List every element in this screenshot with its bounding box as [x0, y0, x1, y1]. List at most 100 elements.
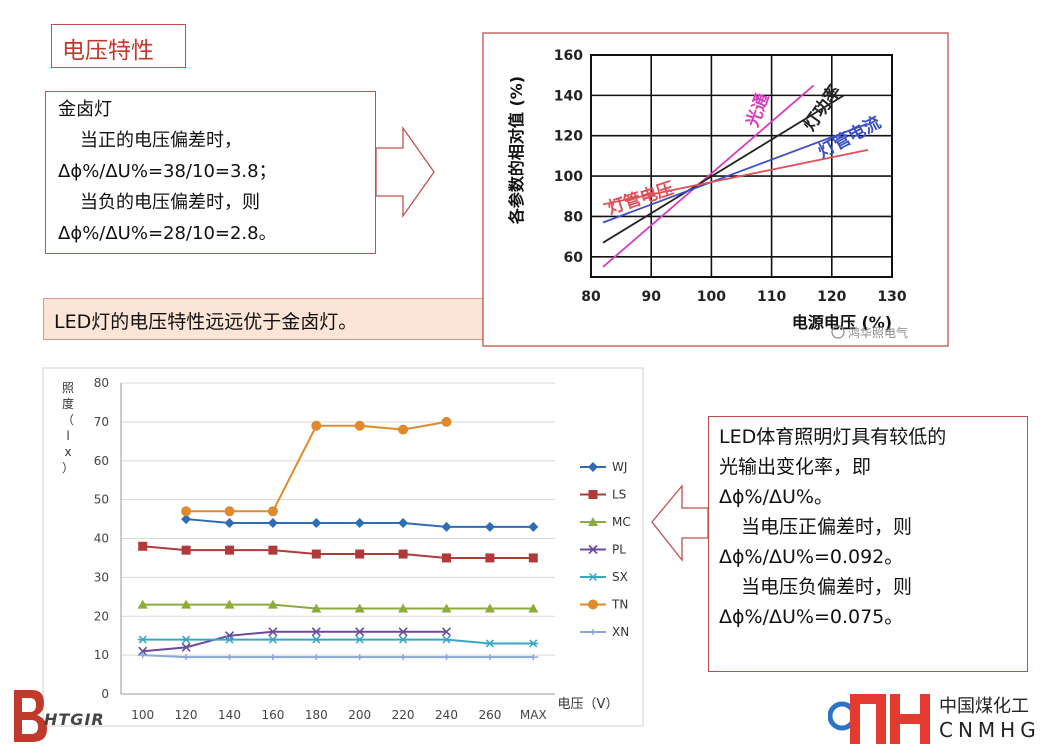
series-TN: [181, 416, 452, 517]
y-axis-label: 各参数的相对值 (%): [507, 76, 526, 225]
x-tick-label: 130: [877, 289, 906, 305]
x-axis-label: 电压（V）: [558, 697, 619, 712]
illuminance-chart: 0 10 20 30 40 50 60 70 80 100 120 140 160 180 200 220 24…: [62, 376, 631, 722]
data-point: [138, 541, 148, 551]
x-tick-label: 110: [757, 289, 786, 305]
halogen-heading: 金卤灯: [58, 99, 112, 120]
y-tick-label: 60: [94, 454, 109, 468]
legend-label: MC: [612, 515, 631, 529]
legend-label: XN: [612, 625, 629, 639]
legend-marker: [588, 517, 598, 526]
y-tick-label: 100: [554, 169, 583, 185]
data-point: [398, 603, 409, 613]
data-point: [484, 639, 495, 648]
data-point: [224, 631, 235, 641]
x-tick-label: 160: [261, 708, 284, 722]
data-point: [311, 549, 321, 559]
data-point: [181, 599, 192, 609]
data-point: [484, 654, 495, 661]
legend-item-PL: PL: [580, 543, 626, 557]
series-group: [602, 84, 869, 268]
data-point: [224, 654, 235, 661]
legend-item-XN: XN: [580, 625, 629, 639]
b-logo-icon: [14, 690, 47, 742]
series-LS: [138, 541, 538, 563]
halogen-line-4: Δϕ%/ΔU%=28/10=2.8。: [58, 223, 277, 244]
data-point: [181, 654, 192, 661]
series-XN: [137, 652, 539, 661]
series-PL: [138, 627, 452, 656]
legend-item-SX: SX: [580, 570, 628, 584]
x-tick-label: 100: [131, 708, 154, 722]
y-tick-label: 20: [94, 609, 109, 623]
data-point: [181, 642, 191, 652]
cnmhg-emblem-icon: [828, 694, 930, 744]
data-point: [441, 521, 452, 532]
data-point: [268, 545, 278, 555]
led-line-3: Δϕ%/ΔU%。: [719, 486, 833, 508]
data-point: [311, 654, 322, 661]
data-point: [267, 517, 278, 528]
x-tick-label: 180: [305, 708, 328, 722]
series-line-灯管电压: [602, 148, 869, 206]
data-point: [181, 545, 191, 555]
data-point: [528, 553, 538, 563]
data-point: [355, 627, 365, 637]
y-tick-label: 60: [564, 250, 584, 266]
data-point: [528, 603, 539, 613]
led-line-7: Δϕ%/ΔU%=0.075。: [719, 606, 904, 628]
legend-label: PL: [612, 543, 626, 557]
legend-item-LS: LS: [580, 488, 626, 502]
legend-label: TN: [611, 598, 628, 612]
legend-marker: [588, 490, 598, 499]
data-point: [398, 424, 409, 435]
data-point: [441, 635, 452, 644]
data-point: [354, 517, 365, 528]
x-tick-label: 120: [175, 708, 198, 722]
data-point: [354, 654, 365, 661]
x-tick-label: 140: [218, 708, 241, 722]
series-line: [142, 630, 447, 653]
led-line-6: 当电压负偏差时，则: [741, 576, 913, 598]
x-tick-label: 90: [641, 289, 661, 305]
y-tick-label: 80: [94, 376, 109, 390]
series-line-灯管电流: [602, 122, 869, 224]
series-WJ: [181, 514, 539, 532]
left-logo-text: HTGIR: [44, 710, 105, 729]
series-line: [142, 654, 534, 659]
data-point: [311, 635, 322, 644]
left-logo: HTGIR: [10, 686, 130, 746]
data-point: [137, 599, 148, 609]
y-tick-label: 40: [94, 532, 109, 546]
y-tick-label: 30: [94, 570, 109, 584]
legend-item-MC: MC: [580, 515, 631, 529]
data-point: [267, 654, 278, 661]
slide-title-box: 电压特性: [51, 24, 186, 68]
x-tick-label: 220: [392, 708, 415, 722]
series-line: [142, 545, 534, 559]
data-point: [398, 549, 408, 559]
data-point: [441, 627, 452, 637]
data-point: [398, 627, 408, 637]
data-point: [442, 553, 451, 563]
data-point: [485, 553, 495, 563]
data-point: [181, 506, 192, 517]
legend-label: WJ: [612, 460, 627, 474]
data-point: [138, 646, 148, 656]
halogen-line-3: 当负的电压偏差时，则: [80, 192, 260, 213]
halogen-line-2: Δϕ%/ΔU%=38/10=3.8；: [58, 161, 277, 182]
legend-marker: [588, 629, 598, 635]
data-point: [267, 635, 278, 644]
legend-label: LS: [612, 488, 626, 502]
data-point: [484, 603, 495, 613]
x-tick-label: MAX: [520, 708, 547, 722]
series-line: [142, 603, 534, 610]
series-line: [142, 638, 534, 645]
data-point: [224, 506, 235, 517]
data-point: [311, 627, 321, 637]
data-point: [398, 517, 409, 528]
arrow-right-icon: [375, 125, 435, 219]
x-tick-label: 80: [581, 289, 601, 305]
data-point: [267, 599, 278, 609]
